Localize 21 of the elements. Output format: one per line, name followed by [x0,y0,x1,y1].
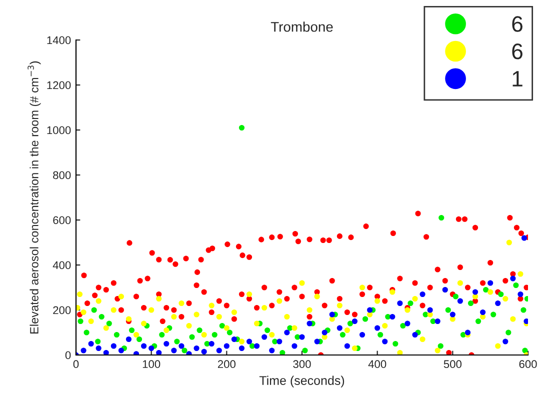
y-axis-title: Elevated aerosol concentration in the room (# cm$^{−3}$) [28,61,41,334]
x-tick-label: 400 [368,360,386,368]
legend-label: 1 [512,71,522,86]
legend-label: 6 [512,44,522,60]
x-tick-label: 500 [444,360,462,368]
y-tick-label: 200 [53,306,71,314]
y-tick-label: 800 [53,171,71,180]
y-tick-label: 600 [53,216,71,224]
x-tick-label: 200 [218,360,236,368]
legend-label: 6 [512,16,522,32]
chart-title: Trombone [270,22,333,32]
y-tick-label: 1000 [47,126,71,134]
y-tick-label: 1200 [47,81,71,90]
x-tick-label: 100 [142,360,160,368]
y-tick-label: 1400 [47,36,71,44]
y-tick-label: 400 [52,261,71,270]
x-tick-label: 600 [519,360,537,368]
x-tick-label: 300 [293,360,311,368]
x-axis-title: Time (seconds) [259,376,344,388]
y-tick-label: 0 [65,351,71,360]
x-tick-label: 0 [73,360,79,368]
